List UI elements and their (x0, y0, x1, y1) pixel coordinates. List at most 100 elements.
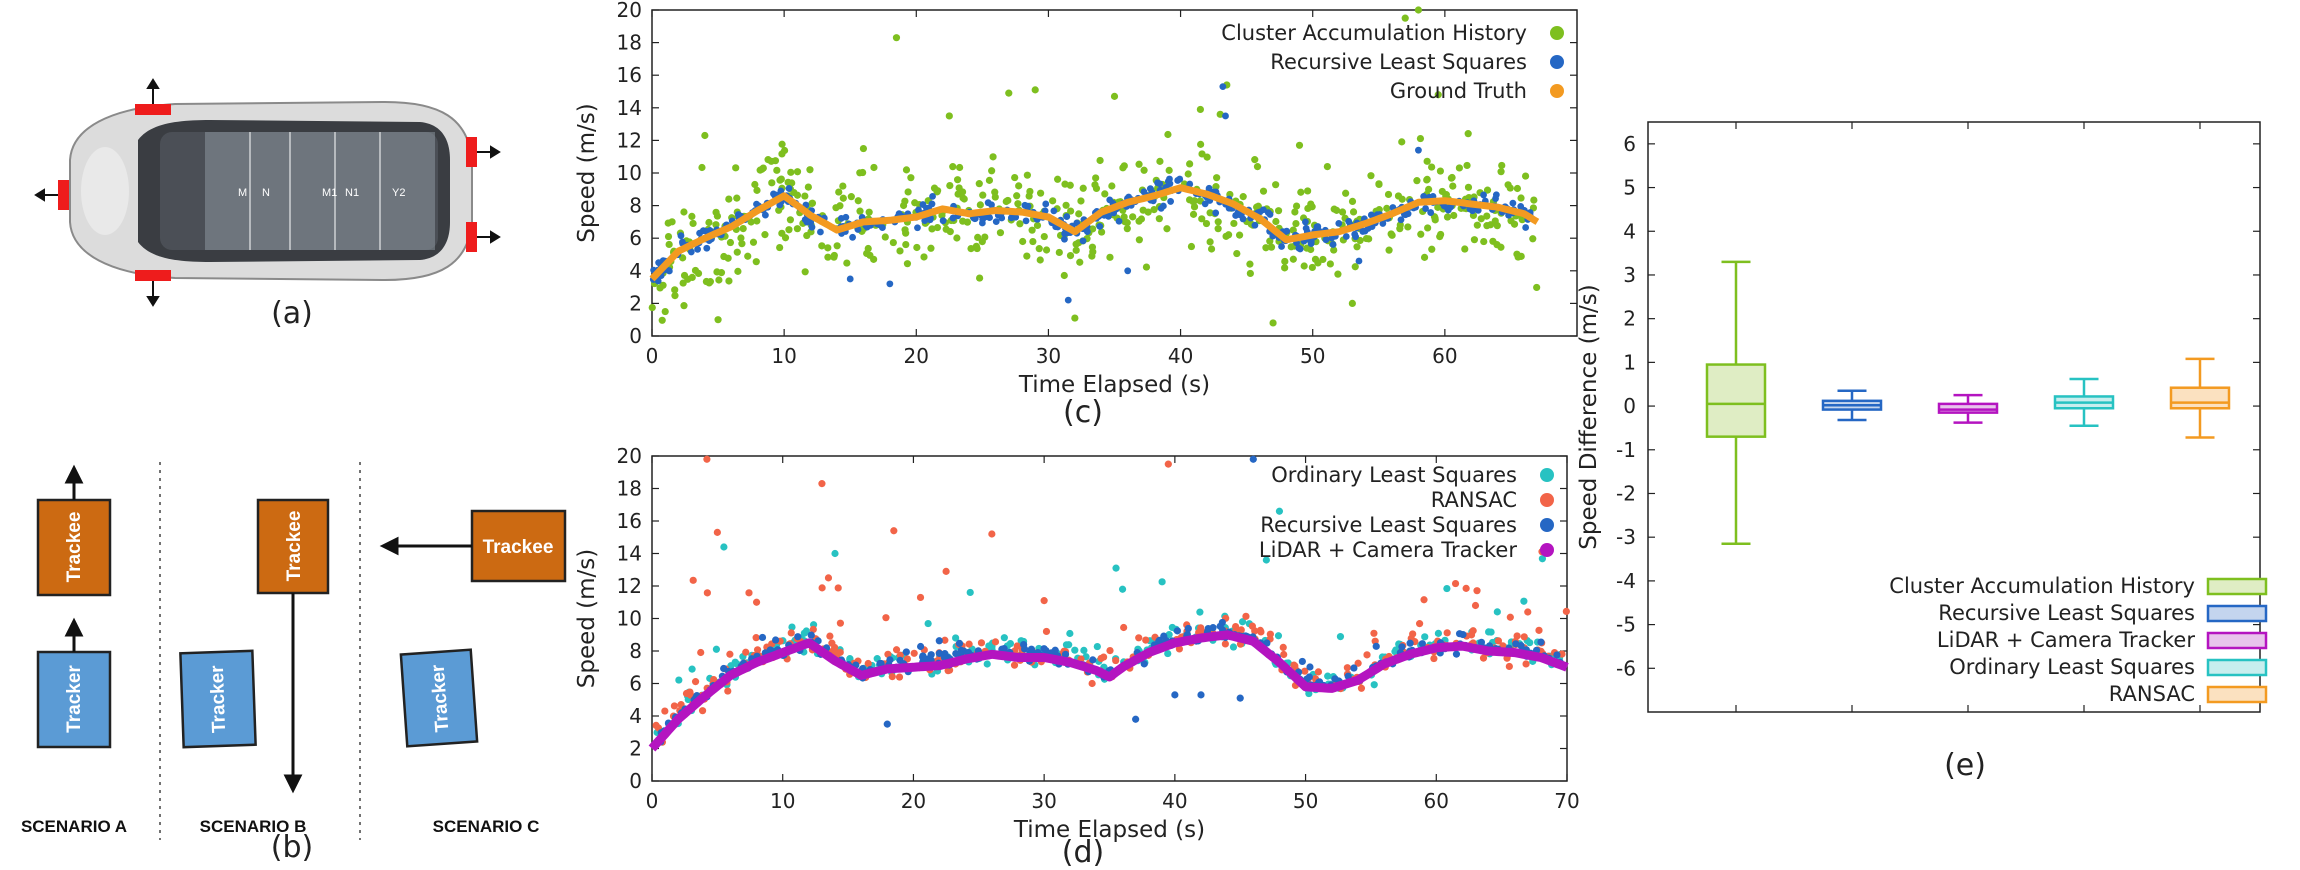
rls-point (703, 244, 711, 252)
ransac-point (1505, 662, 1513, 671)
cluster-point (785, 226, 793, 234)
cluster-point (1233, 249, 1241, 258)
rls-point (929, 193, 936, 200)
sensor-direction-arrows (34, 78, 501, 307)
legend-swatch (2206, 577, 2268, 596)
cluster-point (1197, 140, 1205, 148)
legend-label: Cluster Accumulation History (1221, 21, 1527, 45)
cluster-point (1295, 141, 1304, 149)
cluster-point (901, 226, 909, 234)
cluster-point (1230, 219, 1238, 228)
cluster-point (1189, 210, 1198, 218)
rls-point (1173, 627, 1182, 635)
cluster-point (712, 208, 720, 216)
cluster-point (752, 258, 760, 266)
cluster-point (985, 176, 994, 184)
cluster-point (1189, 197, 1197, 206)
cluster-point (1304, 187, 1312, 195)
rls-point (1331, 675, 1339, 683)
ransac-point (1494, 637, 1503, 645)
ransac-point (1370, 629, 1378, 637)
cluster-point (1163, 225, 1171, 233)
cluster-point (1464, 183, 1473, 191)
cluster-point (658, 316, 666, 324)
cluster-point (1300, 262, 1308, 270)
cluster-point (1014, 200, 1022, 208)
ransac-point (826, 632, 834, 640)
cluster-point (942, 225, 950, 233)
ransac-point (1301, 667, 1309, 675)
car-zone-label: N1 (345, 187, 359, 199)
rls-point (846, 275, 854, 283)
cluster-point (1423, 157, 1431, 165)
cluster-point (1470, 236, 1479, 244)
rls-point (777, 187, 785, 195)
cluster-point (1015, 182, 1023, 190)
cluster-point (1314, 259, 1322, 267)
ransac-point (977, 639, 986, 647)
cluster-point (793, 168, 802, 176)
rls-point (1537, 638, 1545, 646)
cluster-point (1071, 314, 1079, 322)
cluster-point (749, 238, 758, 246)
legend-marker (1550, 55, 1564, 69)
ransac-point (824, 574, 833, 582)
cluster-point (824, 244, 832, 252)
cluster-point (1477, 215, 1485, 223)
rls-point (1021, 201, 1029, 209)
rls-point (1105, 212, 1112, 220)
tracker-box (179, 649, 257, 749)
rls-point (794, 633, 802, 641)
rls-point (1157, 204, 1165, 212)
cluster-point (786, 216, 795, 224)
cluster-point (1461, 245, 1469, 253)
ransac-point (1042, 627, 1051, 636)
car-zone-label: M (238, 187, 247, 199)
cluster-point (1431, 216, 1439, 224)
cluster-point (1491, 217, 1499, 225)
ols-point (983, 660, 991, 668)
cluster-point (648, 303, 656, 312)
tracker-box (399, 648, 479, 748)
cluster-point (1035, 245, 1043, 253)
rls-point (1184, 624, 1192, 633)
cluster-point (1088, 243, 1097, 251)
ransac-point (661, 707, 669, 715)
cluster-point (702, 277, 710, 286)
rls-point (949, 214, 957, 222)
rls-point (1306, 663, 1314, 671)
ransac-point (1135, 634, 1143, 642)
cluster-point (974, 233, 982, 242)
rls-point (1398, 643, 1406, 651)
rls-point (817, 228, 824, 236)
y-axis-label: Speed Difference (m/s) (1576, 284, 1602, 549)
cluster-point (773, 166, 781, 174)
ransac-point (890, 527, 898, 535)
ransac-point (1256, 626, 1264, 634)
rls-point (766, 646, 774, 654)
cluster-point (839, 194, 847, 202)
caption-d: (d) (1062, 835, 1104, 870)
cluster-point (1076, 258, 1084, 266)
cluster-point (979, 191, 987, 199)
rls-point (1166, 175, 1173, 183)
cluster-point (733, 248, 741, 256)
box-2 (1937, 393, 1999, 424)
cluster-point (1420, 253, 1429, 261)
ransac-point (1175, 645, 1184, 653)
cluster-point (976, 274, 984, 282)
cluster-point (1272, 181, 1280, 189)
rls-point (916, 642, 925, 651)
ransac-point (1363, 651, 1371, 659)
cluster-point (1139, 206, 1147, 214)
cluster-point (759, 164, 767, 172)
ransac-point (864, 659, 872, 668)
legend-swatch (2206, 685, 2268, 704)
cluster-point (1135, 236, 1143, 244)
cluster-point (771, 157, 780, 165)
cluster-point (664, 219, 672, 227)
cluster-point (747, 218, 755, 226)
rls-point (992, 218, 1000, 225)
cluster-point (768, 179, 776, 187)
cluster-point (680, 302, 688, 310)
